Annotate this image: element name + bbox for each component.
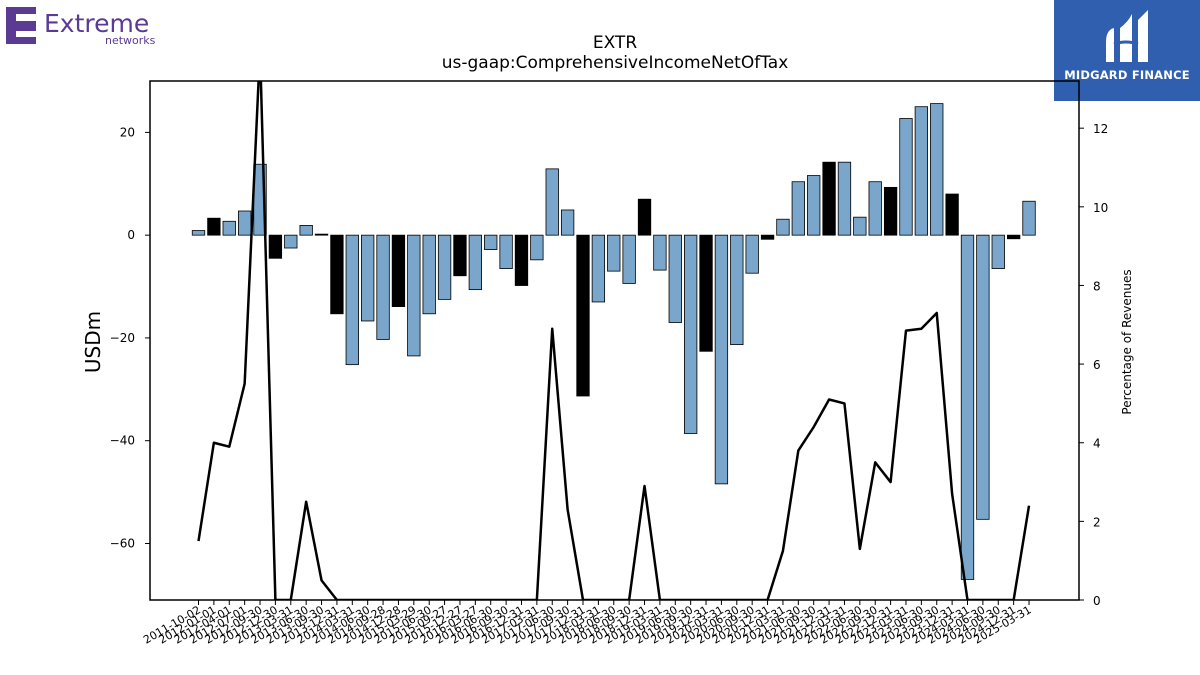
line-series [197, 81, 1031, 600]
bar [991, 234, 1005, 269]
chart-title: EXTR [593, 33, 637, 53]
bar [714, 234, 729, 485]
bar [1006, 234, 1021, 240]
bar [345, 234, 359, 366]
bar [760, 234, 775, 240]
bar [560, 209, 575, 236]
y-tick-label: 0 [127, 228, 135, 242]
bar [237, 210, 252, 236]
plot-frame [149, 80, 1080, 601]
bar [514, 234, 529, 286]
bar [207, 217, 221, 236]
bar [637, 198, 652, 236]
y2-tick-label: 6 [1093, 358, 1101, 372]
y-tick-label: 20 [120, 125, 135, 139]
y2-tick-label: 10 [1093, 201, 1108, 215]
y-axis-right: 0 2 4 6 8 10 12 [1079, 122, 1108, 608]
midgard-finance-wordmark: MIDGARD FINANCE [1064, 68, 1190, 82]
bar [545, 168, 559, 236]
bar [684, 234, 698, 434]
bar [837, 161, 852, 236]
extreme-logo-mark [6, 7, 36, 44]
percentage-line [197, 81, 1031, 600]
bar [484, 234, 498, 250]
bar [899, 118, 913, 236]
x-axis: 2011-10-022012-01-012012-04-012012-07-01… [141, 600, 1034, 647]
extreme-networks-logo: Extreme networks [6, 7, 156, 47]
bar [868, 181, 882, 236]
y-axis-label: USDm [81, 311, 105, 373]
extreme-logo-subtext: networks [105, 34, 156, 47]
y-tick-label: −60 [110, 536, 135, 550]
midgard-finance-logo-icon [1106, 10, 1148, 62]
bar [622, 234, 636, 284]
y2-tick-label: 2 [1093, 515, 1101, 529]
bar [376, 234, 390, 340]
bar [191, 230, 206, 236]
bar [914, 106, 929, 236]
bar [1022, 200, 1036, 236]
bar [776, 218, 790, 236]
bar [222, 220, 236, 236]
bar [530, 234, 544, 261]
bar [945, 193, 959, 236]
bar [422, 234, 436, 315]
bar [730, 234, 744, 346]
bar [576, 234, 590, 397]
bar [976, 234, 990, 520]
y-axis-left: −60 −40 −20 0 20 [110, 125, 150, 550]
bar [330, 234, 344, 315]
bar [791, 181, 805, 236]
y2-tick-label: 4 [1093, 437, 1101, 451]
bar [668, 234, 682, 323]
bar-series [191, 103, 1036, 580]
extreme-logo-wordmark: Extreme [44, 9, 149, 38]
bar [822, 161, 836, 236]
y-tick-label: −40 [110, 434, 135, 448]
bar [361, 234, 375, 322]
bar [268, 234, 283, 259]
bar [314, 233, 329, 236]
bar [699, 234, 713, 352]
bar [499, 234, 513, 269]
bar [591, 234, 606, 303]
bar [807, 175, 821, 236]
bar [653, 234, 667, 271]
bar [930, 103, 944, 236]
bar [453, 234, 467, 277]
bar [468, 234, 482, 291]
bar [853, 216, 867, 236]
bar [407, 234, 421, 357]
bar [299, 224, 313, 236]
y2-axis-label: Percentage of Revenues [1120, 269, 1134, 414]
bar [960, 234, 975, 580]
y-tick-label: −20 [110, 331, 135, 345]
bar [437, 234, 452, 300]
y2-tick-label: 12 [1093, 122, 1108, 136]
chart-subtitle: us-gaap:ComprehensiveIncomeNetOfTax [442, 53, 789, 73]
bar [607, 234, 621, 272]
y2-tick-label: 8 [1093, 279, 1101, 293]
y2-tick-label: 0 [1093, 594, 1101, 608]
bar [745, 234, 759, 274]
bar [284, 234, 298, 249]
bar [883, 186, 898, 236]
bar [391, 234, 406, 307]
